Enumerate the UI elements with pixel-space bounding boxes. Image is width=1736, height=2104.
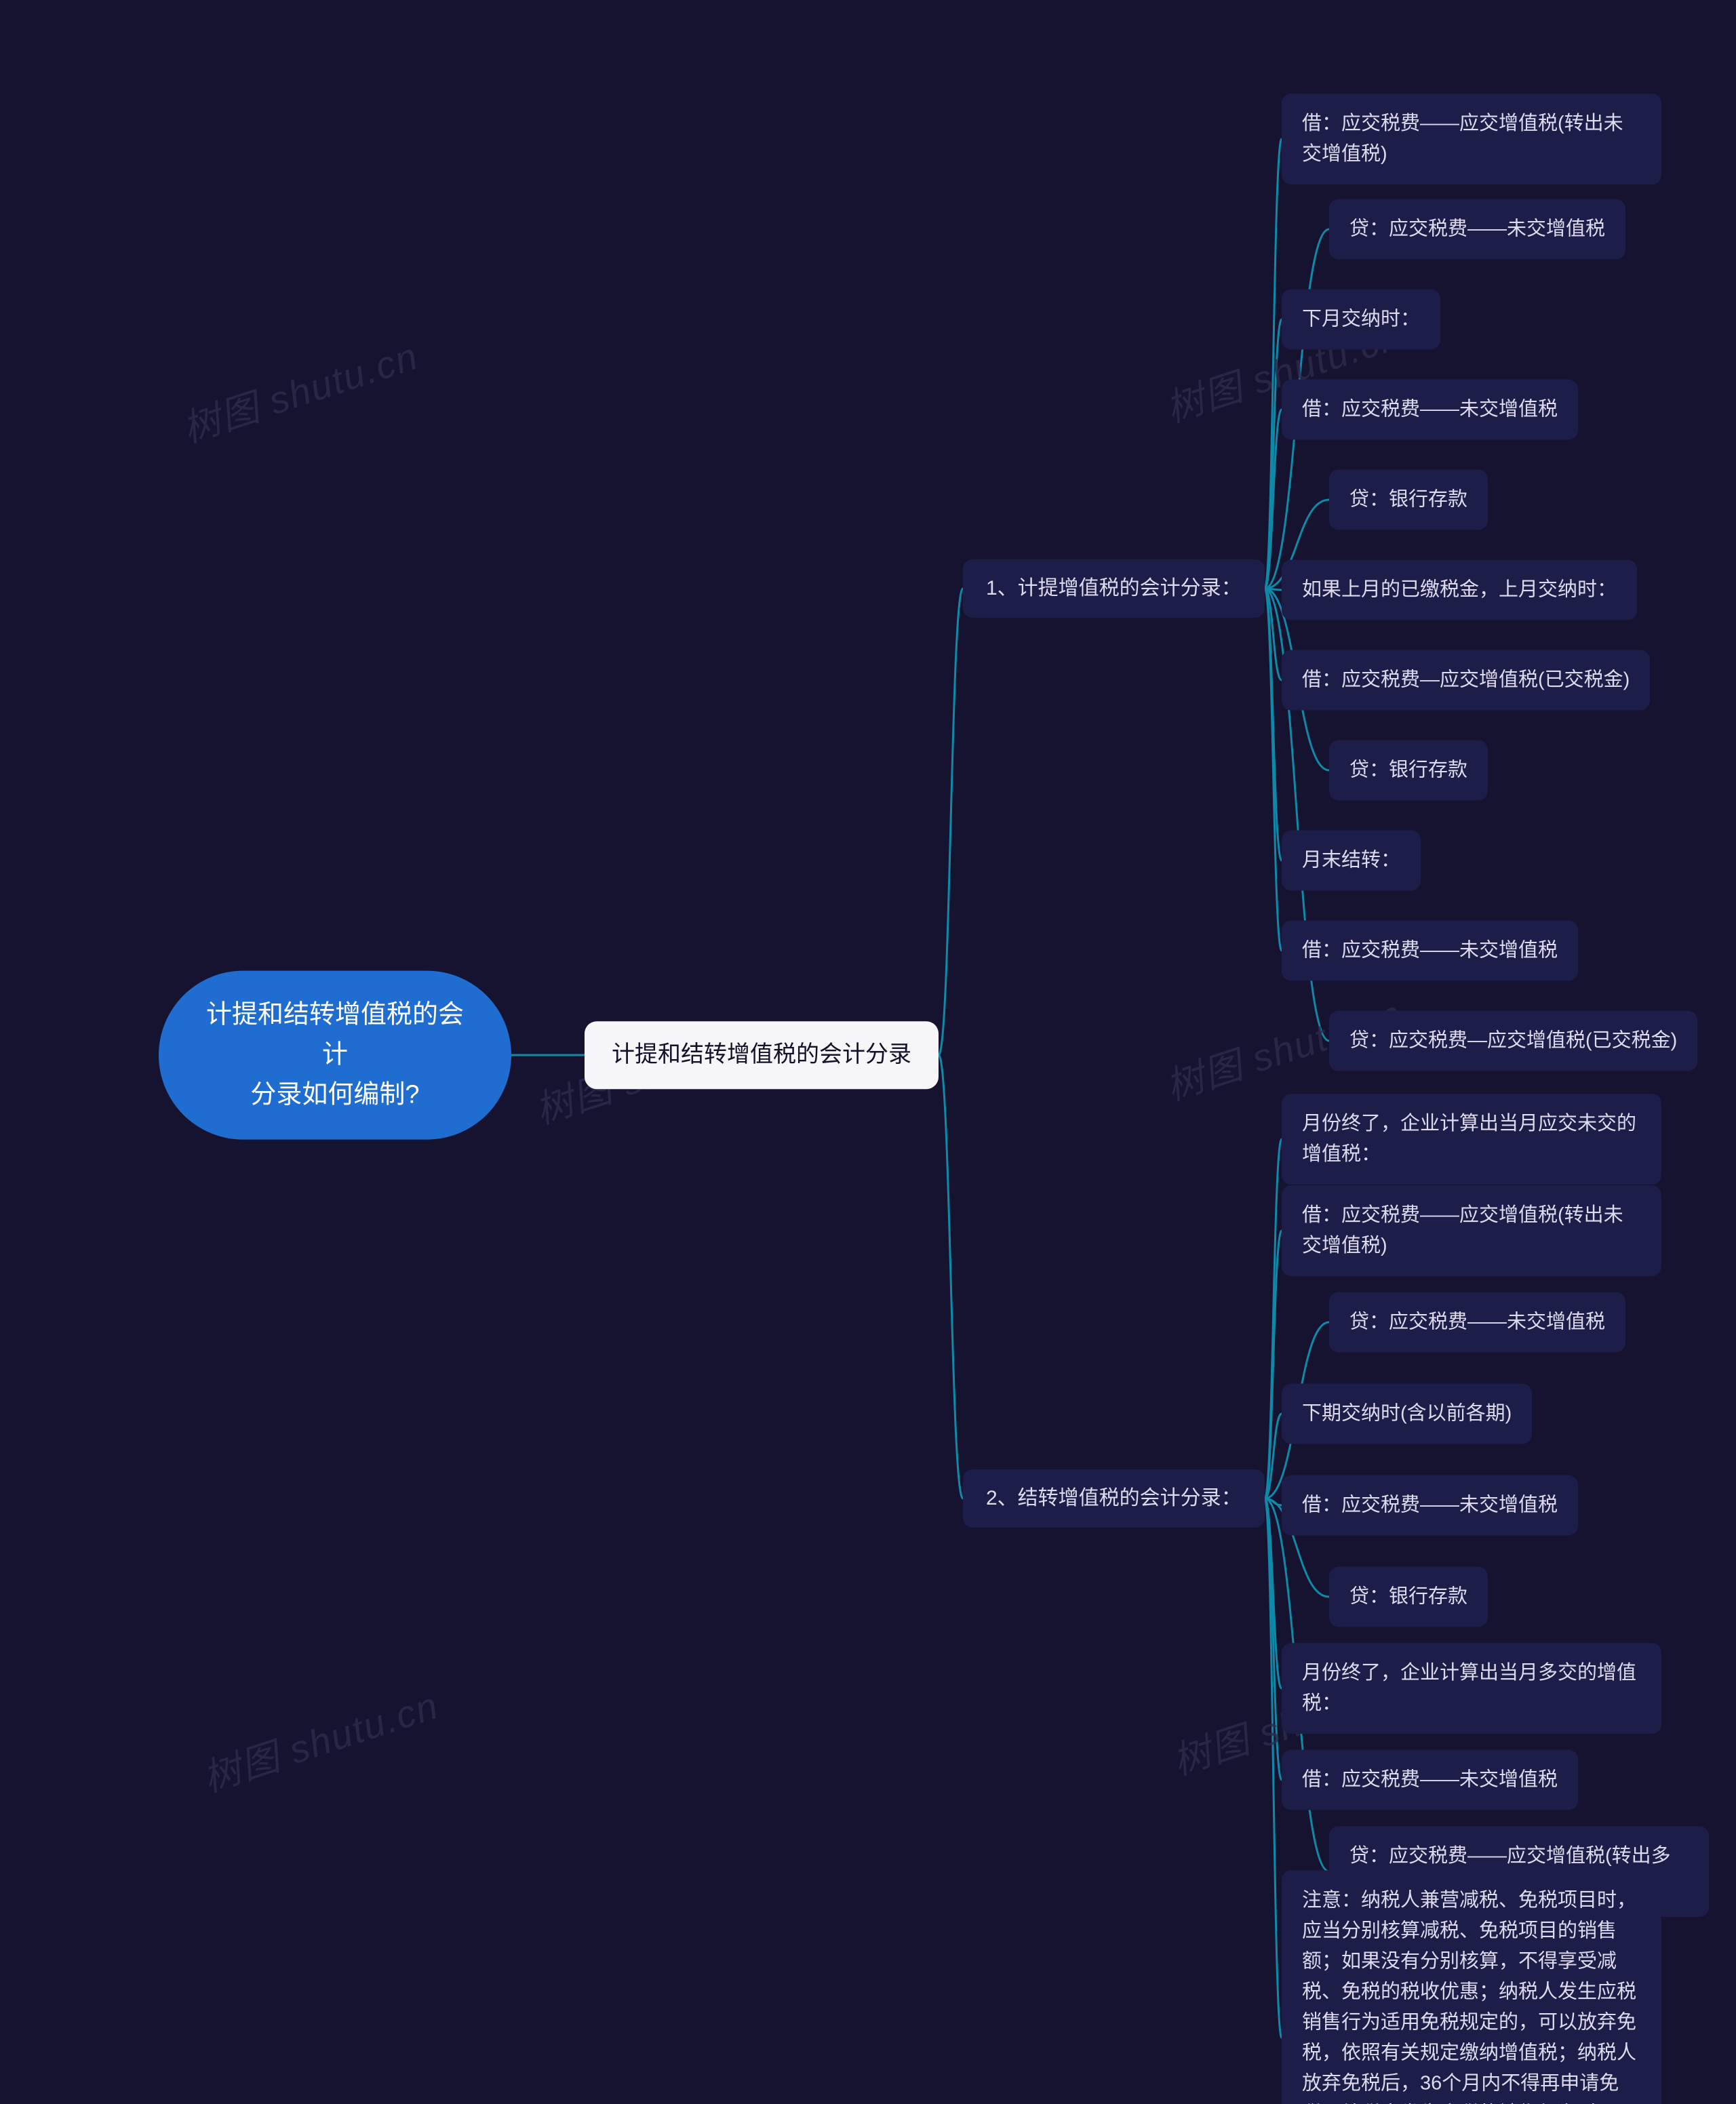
leaf-node: 月末结转：: [1282, 831, 1421, 891]
leaf-node: 借：应交税费——应交增值税(转出未交增值税): [1282, 1185, 1661, 1276]
leaf-node: 贷：应交税费——未交增值税: [1329, 1292, 1625, 1353]
leaf-node: 贷：银行存款: [1329, 740, 1488, 801]
leaf-node: 月份终了，企业计算出当月多交的增值税：: [1282, 1643, 1661, 1734]
leaf-node: 如果上月的已缴税金，上月交纳时：: [1282, 560, 1637, 620]
leaf-node: 借：应交税费——未交增值税: [1282, 1475, 1578, 1536]
category-node: 计提和结转增值税的会计分录: [585, 1021, 939, 1089]
leaf-node: 借：应交税费——应交增值税(转出未交增值税): [1282, 94, 1661, 184]
leaf-node: 下月交纳时：: [1282, 290, 1440, 350]
watermark: 树图 shutu.cn: [174, 325, 425, 454]
leaf-node: 贷：银行存款: [1329, 1567, 1488, 1627]
leaf-node: 借：应交税费—应交增值税(已交税金): [1282, 650, 1650, 711]
root-node: 计提和结转增值税的会计 分录如何编制?: [159, 971, 511, 1140]
branch-node: 2、结转增值税的会计分录：: [963, 1469, 1265, 1528]
leaf-node: 借：应交税费——未交增值税: [1282, 380, 1578, 440]
leaf-node: 下期交纳时(含以前各期): [1282, 1384, 1532, 1444]
leaf-node: 贷：应交税费——未交增值税: [1329, 199, 1625, 260]
leaf-node: 注意：纳税人兼营减税、免税项目时，应当分别核算减税、免税项目的销售额；如果没有分…: [1282, 1870, 1661, 2104]
branch-node: 1、计提增值税的会计分录：: [963, 559, 1265, 618]
watermark: 树图 shutu.cn: [195, 1675, 445, 1803]
leaf-node: 借：应交税费——未交增值税: [1282, 921, 1578, 981]
leaf-node: 借：应交税费——未交增值税: [1282, 1750, 1578, 1810]
leaf-node: 贷：应交税费—应交增值税(已交税金): [1329, 1011, 1697, 1071]
leaf-node: 贷：银行存款: [1329, 470, 1488, 530]
leaf-node: 月份终了，企业计算出当月应交未交的增值税：: [1282, 1094, 1661, 1185]
